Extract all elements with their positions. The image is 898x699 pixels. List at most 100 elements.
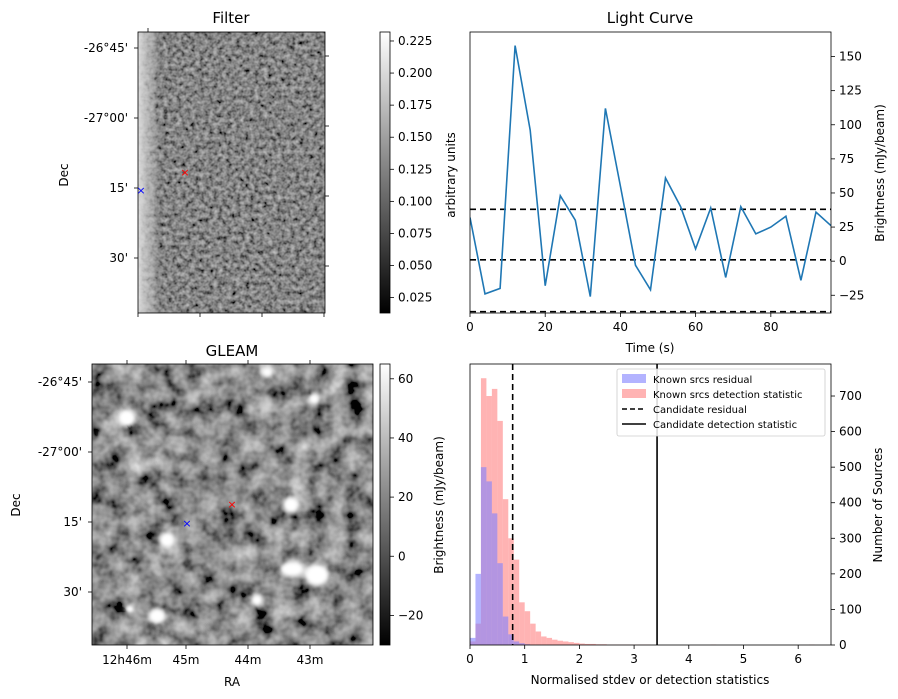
detection-bar-11	[530, 623, 536, 645]
histogram-ytick-label-7: 700	[839, 389, 862, 403]
gleam-colorbar-label-4: −20	[398, 608, 423, 622]
gleam-title: GLEAM	[206, 342, 259, 360]
filter-ytick-0: -26°45'	[84, 41, 128, 55]
residual-bar-4	[491, 513, 498, 645]
legend-label-candidate-detection: Candidate detection statistic	[653, 420, 797, 431]
histogram-xtick-label-4: 4	[685, 652, 693, 666]
lightcurve-title: Light Curve	[607, 9, 693, 27]
lightcurve-panel: Light Curve 0 20 40 60 80 −25 0 25 50 75 100 125 15…	[466, 9, 887, 355]
legend-label-candidate-residual: Candidate residual	[653, 405, 747, 416]
histogram-ytick-label-2: 200	[839, 567, 862, 581]
residual-bar-5	[497, 563, 503, 645]
residual-bar-2	[480, 467, 487, 645]
filter-colorbar-label-6: 0.075	[398, 226, 432, 240]
detection-bar-9	[519, 602, 525, 645]
gleam-ytick-3: 30'	[63, 585, 82, 599]
filter-colorbar-label-2: 0.175	[398, 98, 432, 112]
detection-bar-20	[579, 643, 585, 645]
histogram-ytick-label-4: 400	[839, 496, 862, 510]
residual-bar-6	[502, 616, 509, 645]
histogram-ytick-label-1: 100	[839, 602, 862, 616]
detection-bar-15	[552, 639, 558, 645]
detection-bar-10	[524, 611, 531, 645]
gleam-colorbar-label-0: 60	[398, 372, 413, 386]
gleam-ytick-2: 15'	[63, 515, 82, 529]
gleam-colorbar-label-2: 20	[398, 490, 413, 504]
histogram-xtick-label-1: 1	[521, 652, 529, 666]
gleam-bright-sources	[118, 367, 329, 624]
filter-colorbar-label: arbitrary units	[444, 132, 458, 218]
histogram-xtick-label-2: 2	[576, 652, 584, 666]
filter-ytick-1: -27°00'	[84, 111, 128, 125]
detection-bar-19	[573, 642, 580, 645]
gleam-xtick-3: 43m	[297, 653, 324, 667]
histogram-legend: Known srcs residual Known srcs detection…	[616, 368, 826, 437]
filter-ytick-2: 15'	[109, 181, 128, 195]
gleam-xtick-2: 44m	[235, 653, 262, 667]
histogram-panel: 0 1 2 3 4 5 6 0 100 200 300 400 500 600 700 Normalise…	[466, 363, 885, 687]
detection-bar-12	[535, 631, 542, 645]
lightcurve-ytick-label-7: 150	[839, 50, 862, 64]
histogram-xtick-label-3: 3	[630, 652, 638, 666]
lightcurve-ytick-label-2: 25	[839, 220, 854, 234]
gleam-xtick-0: 12h46m	[102, 653, 152, 667]
gleam-ylabel: Dec	[9, 493, 23, 516]
histogram-xlabel: Normalised stdev or detection statistics	[531, 673, 770, 687]
histogram-xtick-label-5: 5	[740, 652, 748, 666]
filter-colorbar-label-4: 0.125	[398, 162, 432, 176]
lightcurve-xtick-label-1: 20	[538, 320, 553, 334]
gleam-xtick-1: 45m	[173, 653, 200, 667]
detection-bar-14	[546, 637, 553, 645]
lightcurve-ytick-label-0: −25	[839, 288, 864, 302]
residual-bar-7	[508, 634, 514, 645]
gleam-xlabel: RA	[224, 675, 241, 689]
filter-colorbar-label-8: 0.025	[398, 291, 432, 305]
legend-swatch-detection	[622, 389, 646, 398]
histogram-ytick-label-3: 300	[839, 531, 862, 545]
detection-bar-17	[562, 641, 569, 645]
gleam-panel: GLEAM × ×	[9, 342, 374, 689]
lightcurve-ytick-label-3: 50	[839, 186, 854, 200]
filter-colorbar-label-1: 0.200	[398, 66, 432, 80]
lightcurve-xlabel: Time (s)	[625, 341, 675, 355]
gleam-ytick-1: -27°00'	[38, 445, 82, 459]
detection-bar-6	[502, 499, 509, 645]
gleam-candidate-marker: ×	[227, 498, 236, 511]
filter-colorbar-label-3: 0.150	[398, 130, 432, 144]
detection-bar-21	[584, 643, 591, 645]
histogram-xtick-label-0: 0	[466, 652, 474, 666]
detection-bar-18	[568, 642, 574, 645]
gleam-ytick-0: -26°45'	[38, 375, 82, 389]
lightcurve-ytick-label-4: 75	[839, 152, 854, 166]
legend-label-residual: Known srcs residual	[653, 375, 752, 386]
gleam-image	[92, 364, 373, 645]
filter-image	[138, 32, 325, 313]
histogram-ytick-label-6: 600	[839, 425, 862, 439]
lightcurve-ytick-label-6: 125	[839, 84, 862, 98]
filter-axis-ticks	[134, 28, 329, 317]
residual-bar-9	[519, 643, 525, 645]
lightcurve-ytick-label-1: 0	[839, 254, 847, 268]
filter-ytick-3: 30'	[109, 251, 128, 265]
lightcurve-xtick-label-0: 0	[466, 320, 474, 334]
residual-bar-8	[513, 641, 520, 645]
gleam-colorbar-label-1: 40	[398, 431, 413, 445]
filter-comparison-marker: ×	[136, 184, 145, 197]
gleam-comparison-marker: ×	[182, 517, 191, 530]
detection-bar-22	[590, 643, 596, 645]
lightcurve-xtick-label-3: 60	[688, 320, 703, 334]
filter-colorbar-label-0: 0.225	[398, 34, 432, 48]
lightcurve-xtick-label-4: 80	[763, 320, 778, 334]
detection-bar-5	[497, 420, 503, 645]
lightcurve-ylabel: Brightness (mJy/beam)	[873, 104, 887, 242]
gleam-colorbar-label: Brightness (mJy/beam)	[432, 436, 446, 574]
residual-bar-3	[486, 481, 492, 645]
filter-candidate-marker: ×	[180, 166, 189, 179]
filter-colorbar: 0.225 0.200 0.175 0.150 0.125 0.100 0.075 0.050…	[379, 31, 458, 314]
detection-bar-16	[557, 640, 563, 645]
histogram-ytick-label-5: 500	[839, 460, 862, 474]
residual-bar-0	[470, 637, 476, 645]
gleam-axis-ticks	[88, 360, 311, 649]
residual-bar-1	[475, 573, 481, 645]
